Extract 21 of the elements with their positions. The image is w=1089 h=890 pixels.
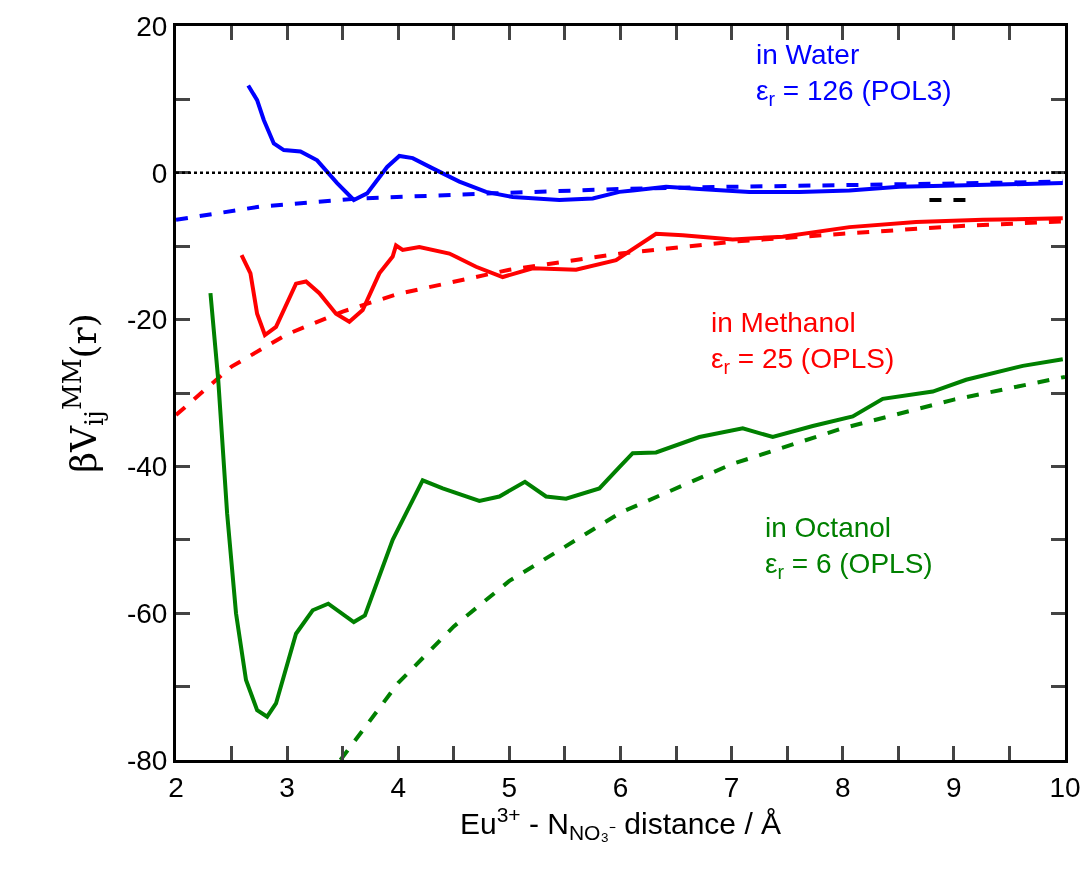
- x-axis-title: Eu$^{3+}$ - N$_{NO₃⁻}$ distance / Å: [459, 802, 782, 845]
- y-tick-label: -40: [126, 451, 168, 483]
- x-tick-label: 4: [390, 771, 407, 803]
- x-tick-label: 8: [834, 771, 851, 803]
- line-series: [338, 374, 1065, 760]
- x-tick-label: 9: [946, 771, 962, 803]
- text: in Methanol ε$_{r}$ = 25 (OPLS): [711, 307, 895, 379]
- y-tick-label: -60: [126, 598, 168, 629]
- text: in Octanol ε$_{r}$ = 6 (OPLS): [765, 512, 933, 584]
- x-tick-label: 3: [279, 771, 295, 803]
- x-tick-label: 6: [612, 771, 629, 803]
- x-tick-label: 5: [501, 771, 518, 803]
- x-tick-label: 7: [723, 771, 740, 803]
- text: in Water ε$_{r}$ = 126 (POL3): [756, 39, 952, 111]
- y-tick-label: -80: [126, 744, 168, 776]
- y-tick-label: 20: [136, 10, 168, 42]
- line-series: [208, 291, 1065, 719]
- y-tick-label: 0: [151, 157, 168, 189]
- x-tick-label: 10: [1049, 771, 1081, 803]
- y-tick-label: -20: [126, 304, 168, 336]
- x-tick-label: 2: [168, 771, 184, 803]
